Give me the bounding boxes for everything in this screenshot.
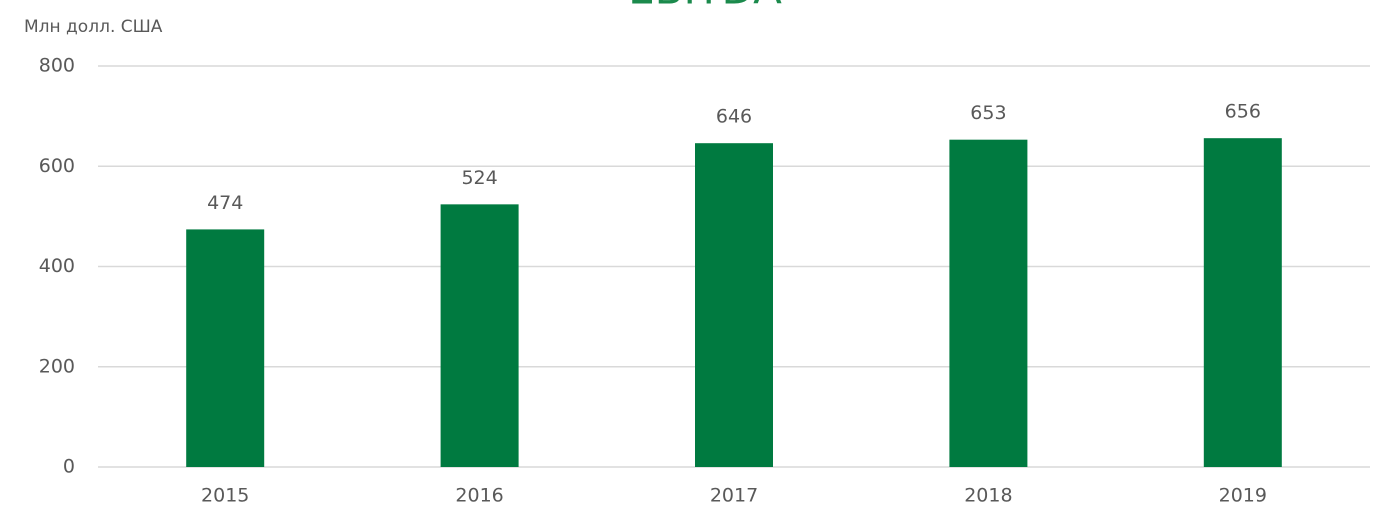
y-tick-label: 800: [39, 55, 75, 77]
bar: [186, 229, 265, 467]
bar: [949, 139, 1028, 467]
x-tick-label: 2018: [964, 485, 1012, 507]
bar: [1203, 138, 1282, 467]
chart-title: EBITDA: [628, 0, 782, 14]
x-tick-label: 2017: [710, 485, 758, 507]
bar: [695, 143, 773, 467]
y-tick-label: 600: [39, 155, 75, 177]
data-label: 653: [970, 102, 1006, 124]
x-tick-label: 2016: [455, 485, 503, 507]
y-tick-label: 400: [39, 255, 75, 277]
y-tick-label: 0: [63, 456, 75, 478]
y-axis-label: Млн долл. США: [24, 17, 163, 37]
x-tick-label: 2015: [201, 485, 249, 507]
y-tick-label: 200: [39, 355, 75, 377]
data-label: 524: [461, 167, 497, 189]
data-label: 646: [716, 106, 752, 128]
data-label: 474: [207, 192, 243, 214]
bar: [440, 204, 519, 467]
x-tick-label: 2019: [1219, 485, 1267, 507]
data-label: 656: [1225, 101, 1261, 123]
